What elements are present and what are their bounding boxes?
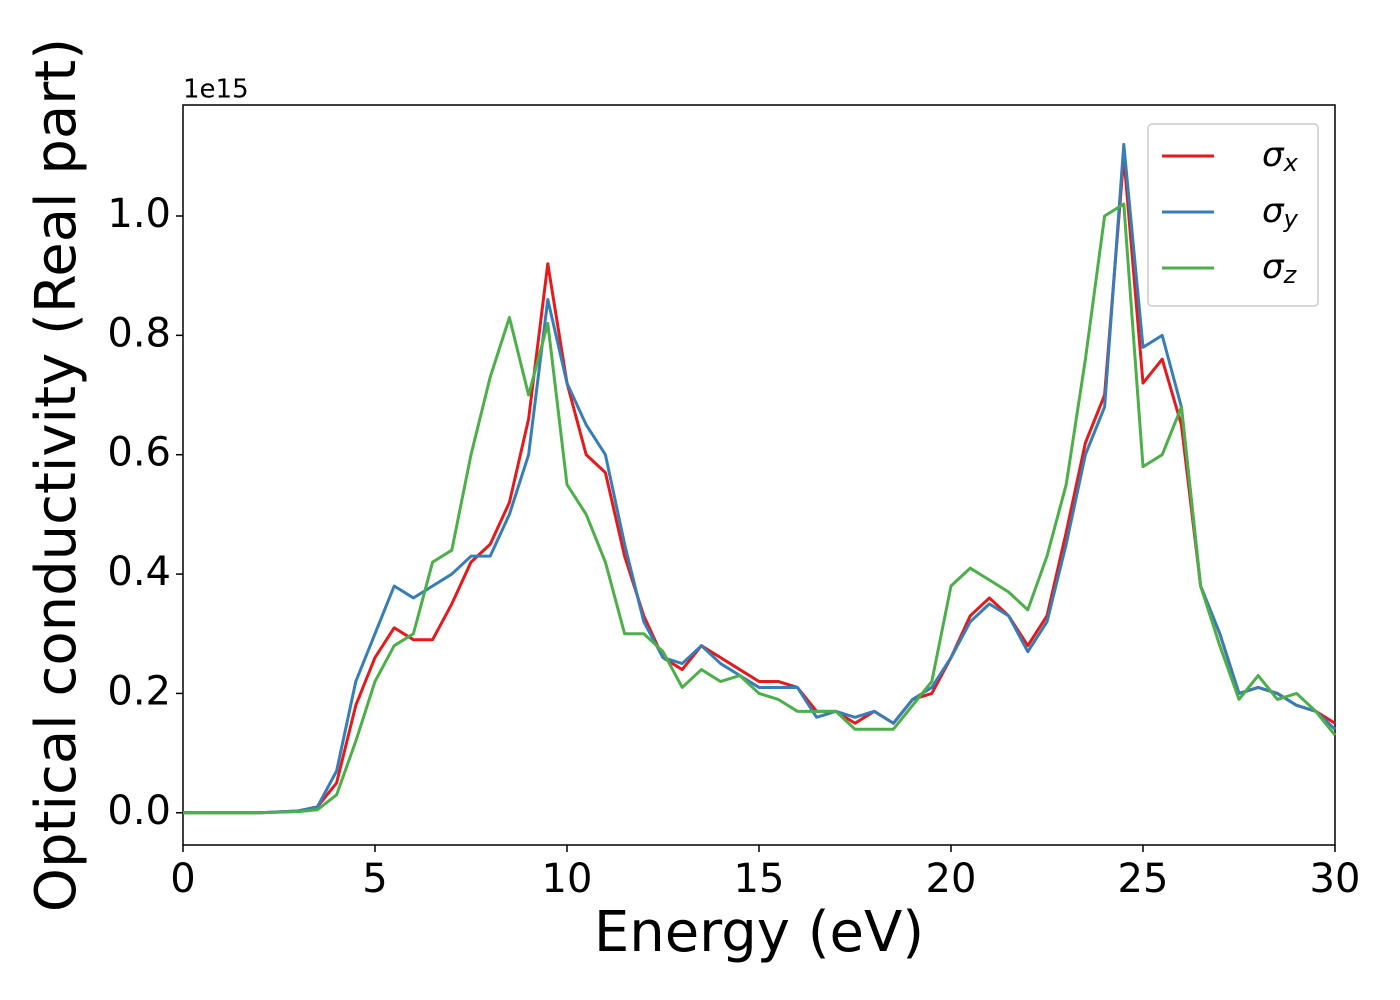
legend-box: [1147, 123, 1319, 307]
x-tick-label: 15: [734, 856, 785, 902]
series-line: [183, 154, 1336, 815]
y-tick-label: 1.0: [107, 191, 171, 237]
y-tick-label: 0.6: [107, 430, 171, 476]
y-axis-label: Optical conductivity (Real part): [24, 38, 89, 912]
x-tick-label: 10: [542, 856, 593, 902]
y-tick-label: 0.8: [107, 310, 171, 356]
x-tick-label: 5: [362, 856, 387, 902]
legend-label: σx: [1262, 135, 1299, 178]
offset-label: 1e15: [183, 75, 249, 105]
y-tick-label: 0.2: [107, 668, 171, 714]
y-tick-label: 0.0: [107, 788, 171, 834]
legend-label: σy: [1262, 191, 1299, 234]
x-tick-label: 30: [1310, 856, 1361, 902]
legend-label: σz: [1262, 247, 1298, 290]
series-line: [183, 142, 1337, 815]
x-axis-label: Energy (eV): [594, 900, 924, 965]
x-tick-label: 20: [926, 856, 977, 902]
x-tick-label: 0: [170, 856, 195, 902]
series-line: [183, 202, 1337, 815]
x-tick-label: 25: [1118, 856, 1169, 902]
y-tick-label: 0.4: [107, 549, 171, 595]
